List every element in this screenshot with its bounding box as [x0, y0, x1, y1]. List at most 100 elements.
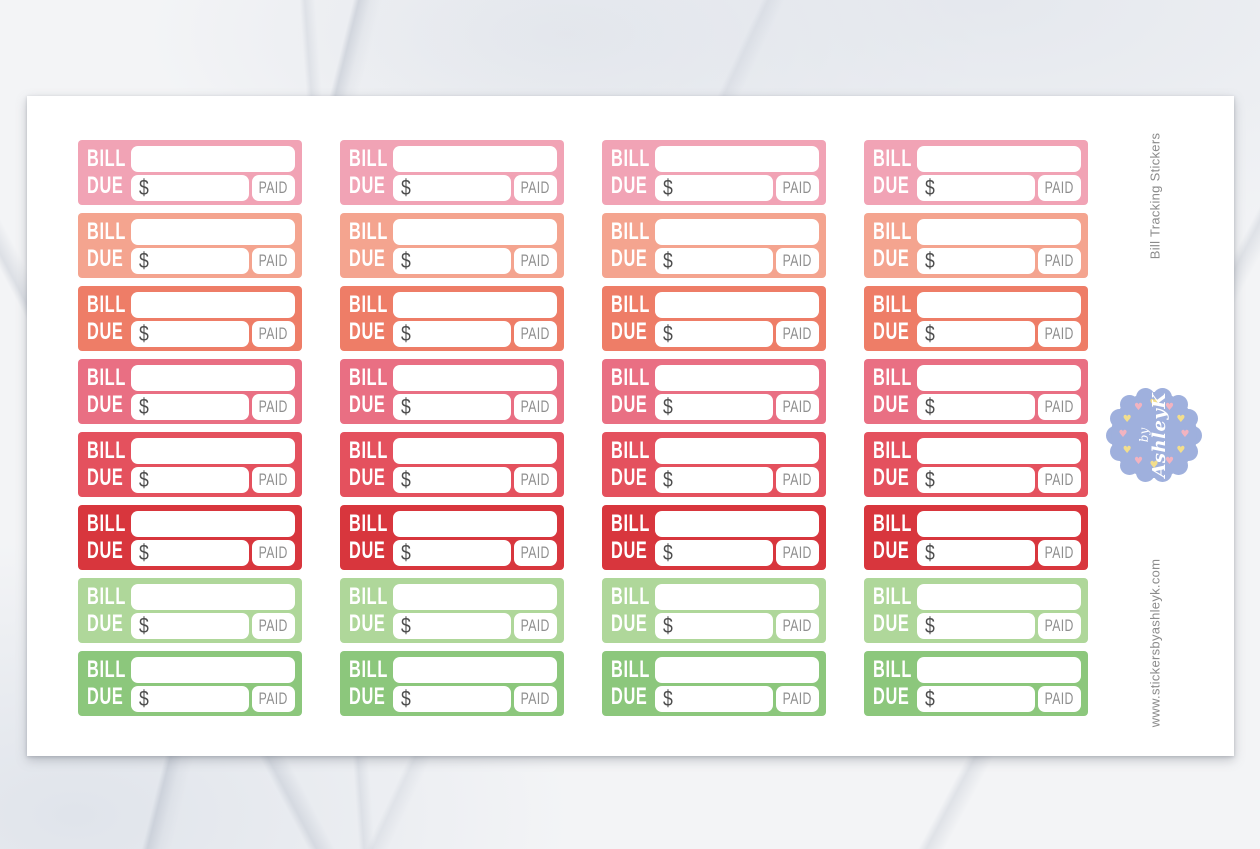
paid-label: PAID — [520, 178, 551, 197]
due-label: DUE — [349, 537, 386, 564]
paid-checkbox: PAID — [514, 321, 557, 347]
amount-field: $ — [655, 175, 773, 201]
bill-due-sticker-raspberry: BILL DUE $ PAID — [340, 432, 564, 497]
bill-name-field — [655, 219, 819, 245]
paid-checkbox: PAID — [514, 686, 557, 712]
paid-checkbox: PAID — [252, 467, 295, 493]
due-label: DUE — [87, 683, 124, 710]
paid-checkbox: PAID — [776, 394, 819, 420]
bill-due-sticker-red: BILL DUE $ PAID — [864, 505, 1088, 570]
dollar-sign: $ — [401, 540, 411, 565]
bill-due-sticker-light-pink: BILL DUE $ PAID — [864, 140, 1088, 205]
bill-due-label-block: BILL DUE — [349, 291, 406, 345]
bill-name-field — [131, 584, 295, 610]
paid-label: PAID — [258, 324, 289, 343]
heart-icon: ♥ — [1118, 429, 1128, 440]
bill-label: BILL — [873, 656, 912, 683]
bill-label: BILL — [87, 437, 126, 464]
heart-icon: ♥ — [1180, 429, 1190, 440]
bill-due-sticker-coral: BILL DUE $ PAID — [602, 286, 826, 351]
bill-name-field — [655, 365, 819, 391]
bill-label: BILL — [873, 218, 912, 245]
due-label: DUE — [87, 318, 124, 345]
paid-checkbox: PAID — [514, 540, 557, 566]
bill-label: BILL — [873, 583, 912, 610]
due-label: DUE — [349, 464, 386, 491]
bill-due-label-block: BILL DUE — [349, 364, 406, 418]
bill-due-sticker-coral: BILL DUE $ PAID — [340, 286, 564, 351]
website-url: www.stickersbyashleyk.com — [1147, 558, 1163, 728]
paid-label: PAID — [258, 397, 289, 416]
paid-label: PAID — [520, 543, 551, 562]
paid-label: PAID — [520, 470, 551, 489]
paid-label: PAID — [782, 543, 813, 562]
bill-due-label-block: BILL DUE — [611, 291, 668, 345]
bill-name-field — [655, 146, 819, 172]
heart-icon: ♥ — [1149, 460, 1159, 471]
paid-checkbox: PAID — [776, 175, 819, 201]
bill-name-field — [655, 292, 819, 318]
bill-due-label-block: BILL DUE — [873, 437, 930, 491]
due-label: DUE — [873, 172, 910, 199]
amount-field: $ — [131, 467, 249, 493]
dollar-sign: $ — [139, 686, 149, 711]
due-label: DUE — [87, 172, 124, 199]
bill-due-label-block: BILL DUE — [349, 218, 406, 272]
bill-due-label-block: BILL DUE — [87, 218, 144, 272]
due-label: DUE — [349, 683, 386, 710]
amount-field: $ — [917, 540, 1035, 566]
due-label: DUE — [873, 318, 910, 345]
due-label: DUE — [873, 610, 910, 637]
bill-due-label-block: BILL DUE — [611, 656, 668, 710]
brand-ashleyk-label: AshleyK — [1149, 392, 1170, 478]
bill-label: BILL — [873, 364, 912, 391]
paid-label: PAID — [1044, 689, 1075, 708]
bill-name-field — [917, 438, 1081, 464]
dollar-sign: $ — [401, 394, 411, 419]
bill-due-label-block: BILL DUE — [349, 145, 406, 199]
amount-field: $ — [131, 394, 249, 420]
paid-label: PAID — [520, 689, 551, 708]
bill-due-sticker-green: BILL DUE $ PAID — [78, 651, 302, 716]
bill-name-field — [393, 219, 557, 245]
amount-field: $ — [131, 540, 249, 566]
heart-icon: ♥ — [1165, 455, 1174, 467]
bill-label: BILL — [87, 510, 126, 537]
bill-label: BILL — [87, 218, 126, 245]
due-label: DUE — [87, 610, 124, 637]
due-label: DUE — [349, 610, 386, 637]
due-label: DUE — [873, 537, 910, 564]
paid-checkbox: PAID — [1038, 248, 1081, 274]
bill-due-sticker-green: BILL DUE $ PAID — [602, 651, 826, 716]
bill-due-sticker-salmon: BILL DUE $ PAID — [78, 213, 302, 278]
amount-field: $ — [655, 467, 773, 493]
bill-due-sticker-coral: BILL DUE $ PAID — [78, 286, 302, 351]
bill-label: BILL — [611, 218, 650, 245]
bill-due-label-block: BILL DUE — [873, 656, 930, 710]
bill-due-label-block: BILL DUE — [349, 583, 406, 637]
paid-checkbox: PAID — [1038, 540, 1081, 566]
bill-due-label-block: BILL DUE — [87, 510, 144, 564]
bill-due-sticker-raspberry: BILL DUE $ PAID — [864, 432, 1088, 497]
paid-checkbox: PAID — [1038, 467, 1081, 493]
paid-checkbox: PAID — [1038, 613, 1081, 639]
heart-icon: ♥ — [1134, 455, 1143, 467]
bill-name-field — [917, 584, 1081, 610]
badge-circle — [1111, 392, 1197, 478]
amount-field: $ — [393, 248, 511, 274]
bill-due-label-block: BILL DUE — [873, 145, 930, 199]
due-label: DUE — [349, 391, 386, 418]
bill-name-field — [917, 511, 1081, 537]
bill-name-field — [917, 365, 1081, 391]
paid-label: PAID — [782, 251, 813, 270]
bill-label: BILL — [873, 510, 912, 537]
bill-due-label-block: BILL DUE — [873, 583, 930, 637]
bill-name-field — [655, 584, 819, 610]
bill-due-label-block: BILL DUE — [87, 437, 144, 491]
paid-label: PAID — [520, 397, 551, 416]
paid-checkbox: PAID — [776, 248, 819, 274]
paid-checkbox: PAID — [1038, 394, 1081, 420]
amount-field: $ — [655, 321, 773, 347]
paid-checkbox: PAID — [252, 686, 295, 712]
bill-due-sticker-raspberry: BILL DUE $ PAID — [78, 432, 302, 497]
